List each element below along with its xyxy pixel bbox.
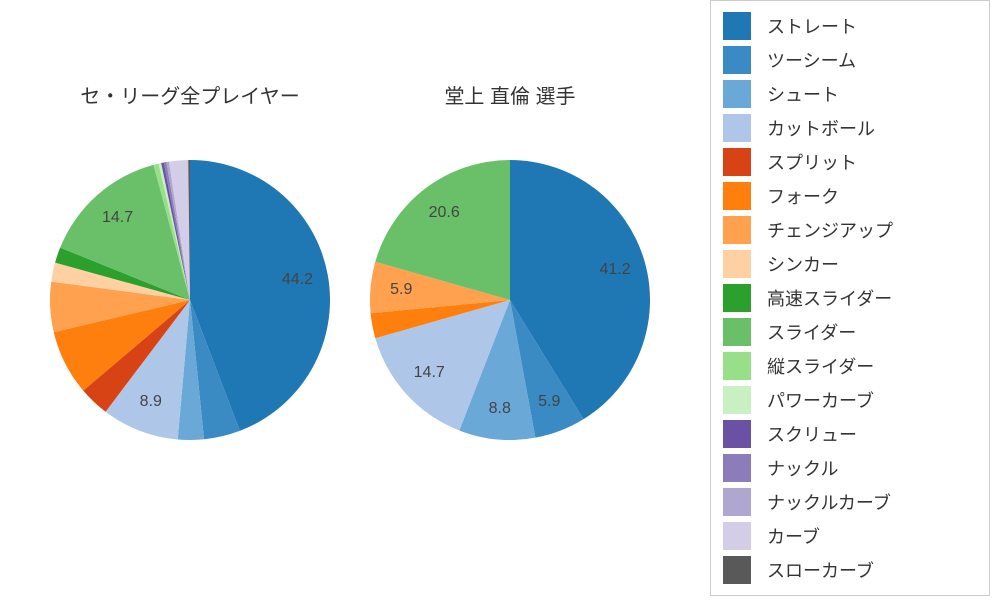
legend-item: ナックルカーブ [723,485,977,519]
legend-item: パワーカーブ [723,383,977,417]
legend-swatch [723,182,751,210]
legend-swatch [723,284,751,312]
legend-label: シュート [767,81,839,107]
legend-swatch [723,148,751,176]
legend-label: フォーク [767,183,839,209]
legend-item: スプリット [723,145,977,179]
legend-label: スプリット [767,149,857,175]
pie-chart-right-title: 堂上 直倫 選手 [444,80,575,109]
legend-label: スローカーブ [767,557,874,583]
legend-item: スクリュー [723,417,977,451]
legend-item: フォーク [723,179,977,213]
legend-label: ナックル [767,455,838,481]
legend-label: 高速スライダー [767,285,892,311]
legend-item: 高速スライダー [723,281,977,315]
legend-item: ストレート [723,9,977,43]
legend-item: スライダー [723,315,977,349]
legend-label: シンカー [767,251,839,277]
legend-item: スローカーブ [723,553,977,587]
legend-label: スライダー [767,319,856,345]
legend-swatch [723,556,751,584]
legend-item: 縦スライダー [723,349,977,383]
legend-swatch [723,522,751,550]
legend-swatch [723,12,751,40]
legend-item: カットボール [723,111,977,145]
legend-label: スクリュー [767,421,857,447]
legend-label: ストレート [767,13,857,39]
legend-label: パワーカーブ [767,387,874,413]
legend-label: カットボール [767,115,875,141]
legend-swatch [723,454,751,482]
legend-swatch [723,114,751,142]
legend-item: チェンジアップ [723,213,977,247]
legend-swatch [723,216,751,244]
pie-left-canvas: 44.28.914.7 [50,160,330,440]
legend-swatch [723,352,751,380]
pie-right-canvas: 41.25.98.814.75.920.6 [370,160,650,440]
legend-item: シュート [723,77,977,111]
legend-swatch [723,420,751,448]
legend: ストレートツーシームシュートカットボールスプリットフォークチェンジアップシンカー… [710,0,990,596]
legend-swatch [723,46,751,74]
legend-label: ツーシーム [767,47,856,73]
legend-item: カーブ [723,519,977,553]
legend-item: ツーシーム [723,43,977,77]
legend-swatch [723,488,751,516]
legend-item: ナックル [723,451,977,485]
legend-item: シンカー [723,247,977,281]
legend-label: 縦スライダー [767,353,874,379]
legend-swatch [723,80,751,108]
legend-label: チェンジアップ [767,217,893,243]
legend-label: カーブ [767,523,820,549]
pie-chart-left-title: セ・リーグ全プレイヤー [80,80,299,109]
chart-container: セ・リーグ全プレイヤー 44.28.914.7 堂上 直倫 選手 41.25.9… [0,0,1000,600]
legend-swatch [723,318,751,346]
legend-label: ナックルカーブ [767,489,891,515]
legend-swatch [723,250,751,278]
legend-swatch [723,386,751,414]
